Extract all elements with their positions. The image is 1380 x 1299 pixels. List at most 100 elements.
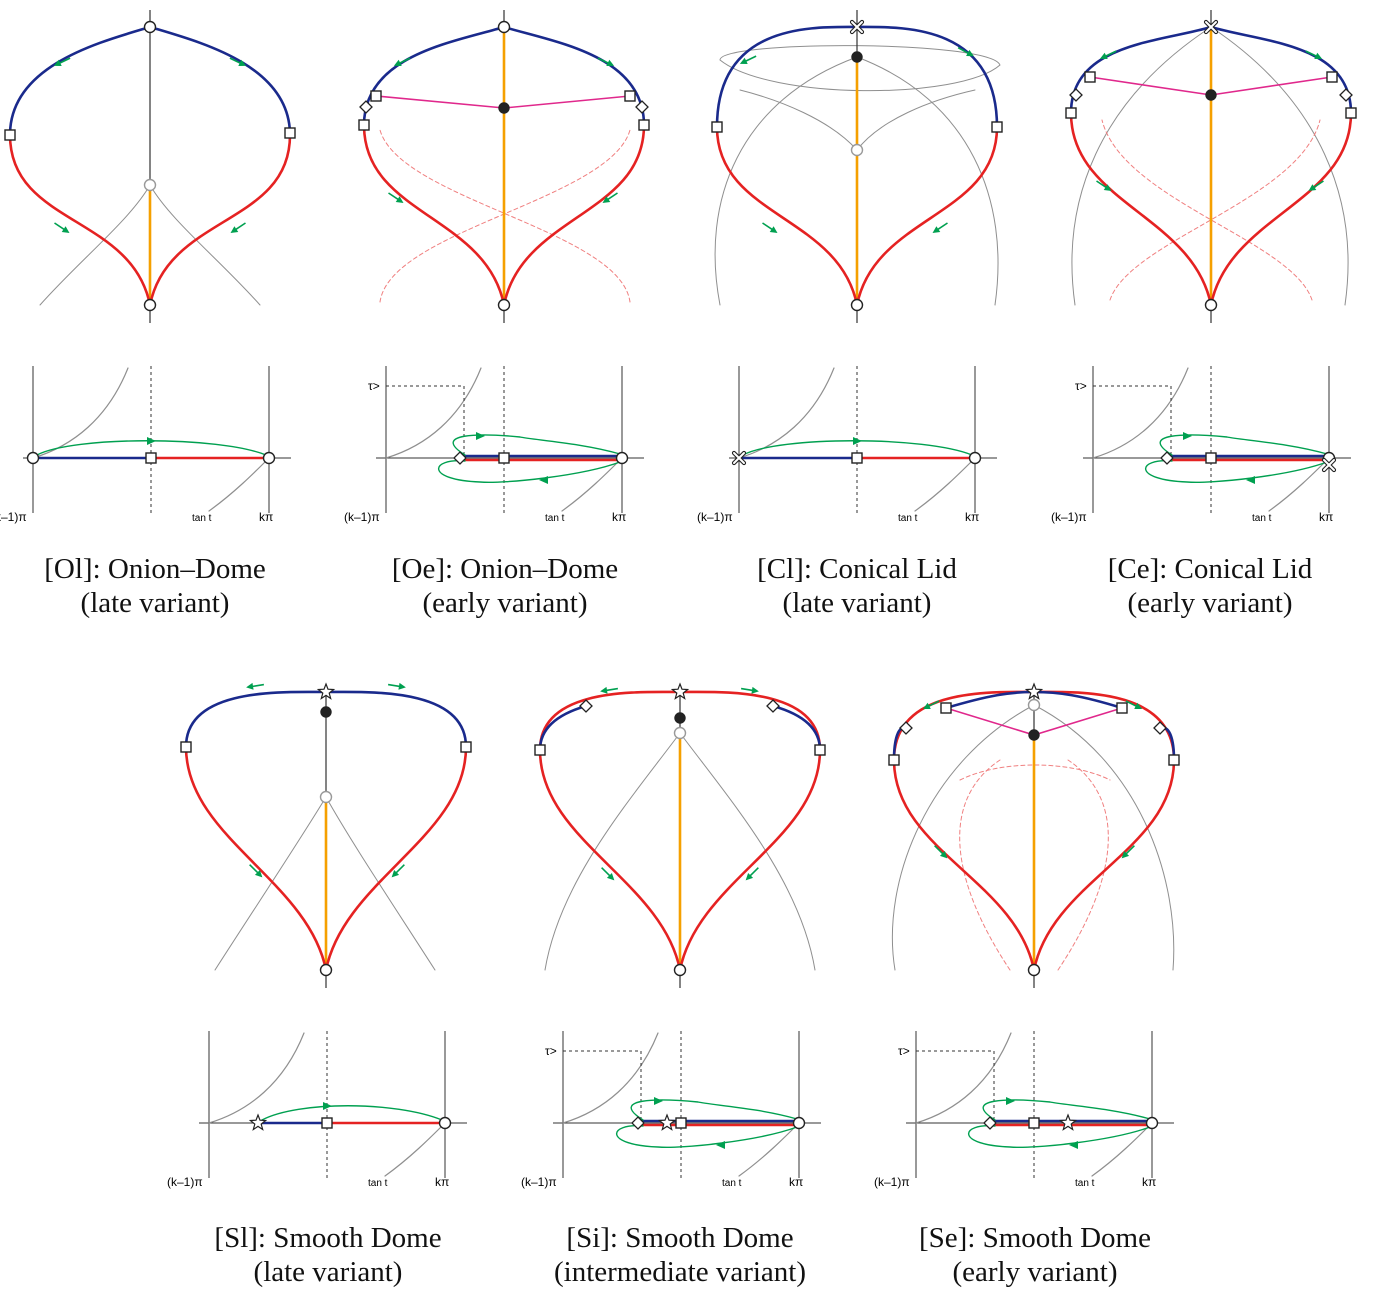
diamond-marker <box>359 100 373 114</box>
arrow-head <box>1134 702 1143 710</box>
arrow-head <box>391 869 400 878</box>
direction-arrow <box>745 867 759 881</box>
label-left-pi: (k–1)π <box>167 1175 203 1189</box>
black-dot-marker <box>1028 729 1040 741</box>
direction-arrow <box>388 192 404 203</box>
panel-si: (k–1)π kπ tan t τ> <box>521 682 826 1189</box>
circle-marker <box>262 451 276 465</box>
circle-marker <box>1204 298 1218 312</box>
caption-title: [Oe]: Onion–Dome <box>391 553 619 585</box>
arrow-head <box>230 226 239 233</box>
cross-inner <box>1323 459 1335 471</box>
star-marker <box>1058 1113 1078 1131</box>
tan-curve-upper <box>562 1032 659 1124</box>
circle-marker <box>26 451 40 465</box>
gray-circle-marker <box>319 790 333 804</box>
direction-arrow <box>230 222 246 233</box>
direction-arrow <box>739 55 757 65</box>
label-tau: τ> <box>368 379 380 393</box>
loop-arrow-head <box>539 476 548 484</box>
label-tan: tan t <box>1075 1178 1095 1189</box>
green-loop-upper <box>630 1099 798 1121</box>
direction-arrow <box>600 686 619 694</box>
tan-curve-lower <box>208 457 270 512</box>
black-dot-marker <box>320 706 332 718</box>
arrow-head <box>922 702 931 710</box>
label-tau: τ> <box>898 1044 910 1058</box>
black-dot-marker <box>1205 89 1217 101</box>
gray-circle-marker <box>143 178 157 192</box>
square-marker <box>321 1117 333 1129</box>
upper-arc-left <box>8 25 152 137</box>
circle-marker <box>850 298 864 312</box>
loop-arrow-head <box>147 437 156 445</box>
square-marker <box>1084 71 1096 83</box>
upper-arc-right <box>678 690 822 752</box>
arrow-head <box>53 59 62 67</box>
square-marker <box>534 744 546 756</box>
star-marker <box>657 1113 677 1131</box>
circle-marker <box>143 298 157 312</box>
green-loop-lower <box>1144 460 1328 483</box>
upper-arc-right <box>148 25 292 137</box>
square-marker <box>1028 1117 1040 1129</box>
square-marker <box>145 452 157 464</box>
square-marker <box>675 1117 687 1129</box>
arrow-head <box>1308 184 1317 191</box>
arrow-head <box>1099 52 1108 60</box>
caption-ce: [Ce]: Conical Lid (early variant) <box>1060 552 1360 620</box>
circle-marker <box>673 963 687 977</box>
black-dot-marker <box>674 712 686 724</box>
arrow-head <box>932 226 941 233</box>
panel-ol: (k–1)π kπ tan t <box>0 10 296 524</box>
red-curve-left <box>1069 111 1213 307</box>
red-curve-right <box>1209 111 1353 307</box>
direction-arrow <box>1125 700 1143 710</box>
circle-marker <box>438 1116 452 1130</box>
red-curve-right <box>678 748 822 972</box>
tan-curve-lower <box>561 457 623 512</box>
square-marker <box>1168 754 1180 766</box>
star-marker <box>670 682 690 700</box>
upper-arc-left <box>538 690 682 752</box>
tan-curve-upper <box>1092 367 1189 459</box>
green-loop-upper <box>452 434 621 456</box>
square-marker <box>370 90 382 102</box>
square-marker <box>460 741 472 753</box>
square-marker <box>851 452 863 464</box>
label-left-pi: (k–1)π <box>1051 510 1087 524</box>
arrow-head <box>600 686 608 694</box>
square-marker <box>991 121 1003 133</box>
label-tan: tan t <box>192 513 212 524</box>
green-loop-lower <box>437 460 621 483</box>
caption-title: [Cl]: Conical Lid <box>757 553 957 585</box>
arrow-head <box>602 196 611 203</box>
star-marker <box>248 1113 268 1131</box>
label-right-pi: kπ <box>1142 1175 1156 1189</box>
red-curve-left <box>892 758 1036 972</box>
diamond-marker <box>631 1116 645 1130</box>
label-tau: τ> <box>1075 379 1087 393</box>
blue-arc-segment <box>538 704 588 752</box>
red-curve-left <box>538 748 682 972</box>
arrow-head <box>238 59 247 67</box>
label-tan: tan t <box>1252 513 1272 524</box>
loop-arrow-head <box>654 1097 663 1105</box>
pink-dashed-curve <box>1101 119 1321 301</box>
arrow-head <box>61 226 70 233</box>
caption-title: [Ce]: Conical Lid <box>1107 553 1313 585</box>
panel-se: (k–1)π kπ tan t τ> <box>874 682 1180 1189</box>
tan-curve-lower <box>384 1122 446 1177</box>
circle-marker <box>319 963 333 977</box>
square-marker <box>1116 702 1128 714</box>
direction-arrow <box>1308 180 1324 191</box>
cross-inner <box>851 21 863 33</box>
tan-curve-upper <box>208 1032 305 1124</box>
tan-curve-lower <box>1091 1122 1153 1177</box>
caption-title: [Se]: Smooth Dome <box>919 1222 1151 1254</box>
arrow-head <box>1314 52 1323 60</box>
direction-arrow <box>922 700 940 710</box>
direction-arrow <box>229 57 247 67</box>
loop-arrow-head <box>1246 476 1255 484</box>
